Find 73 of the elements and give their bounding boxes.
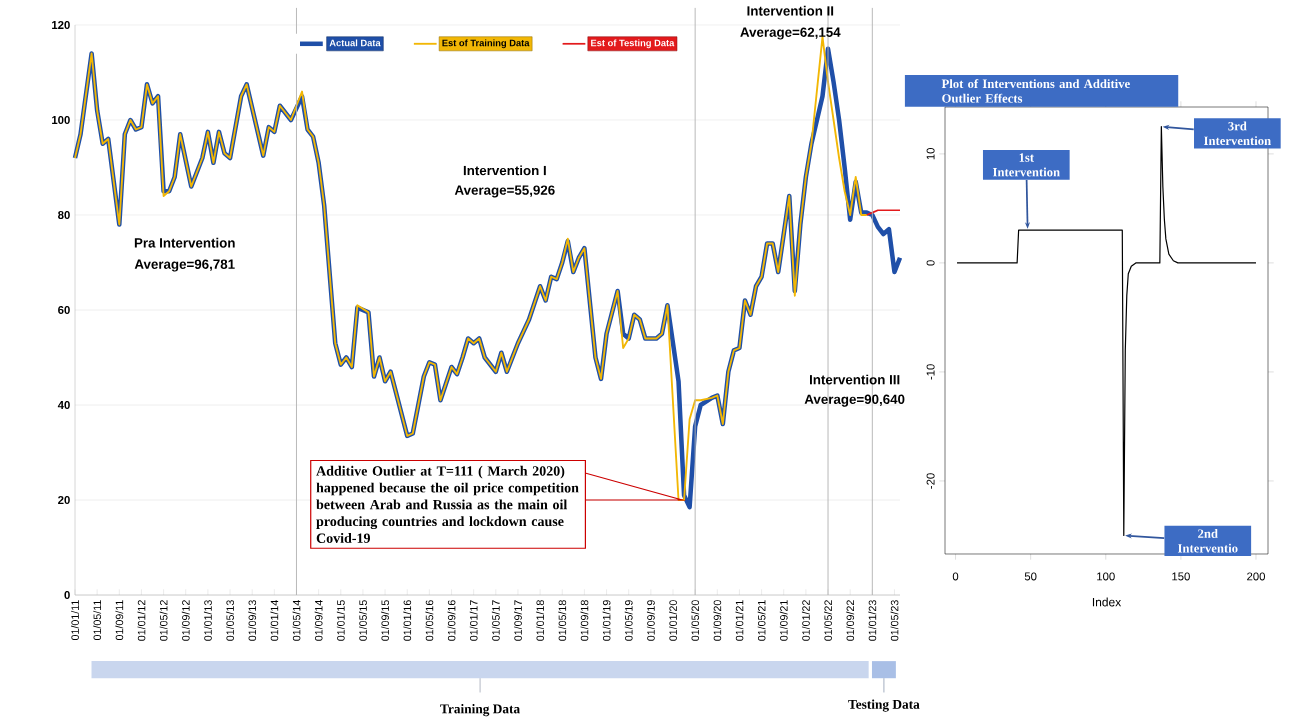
x-tick-label: 01/01/22 xyxy=(801,600,810,641)
x-tick-label: 01/05/14 xyxy=(292,600,301,641)
x-tick-label: 01/01/21 xyxy=(735,600,744,641)
x-tick-label: 01/01/23 xyxy=(868,600,877,641)
x-tick-label: 01/09/20 xyxy=(713,600,722,641)
x-tick-label: 01/09/15 xyxy=(381,600,389,641)
annotation: Average=96,781 xyxy=(134,259,235,272)
x-tick-label: 01/05/21 xyxy=(757,600,766,641)
x-tick-label: 01/05/13 xyxy=(226,600,234,641)
x-tick-label: 01/01/20 xyxy=(669,600,677,641)
x-tick-label: 01/01/16 xyxy=(403,600,412,641)
x-tick-label: 01/01/17 xyxy=(469,600,478,641)
x-tick-label: 01/09/16 xyxy=(447,600,456,641)
legend-label: Actual Data xyxy=(329,39,381,47)
y-tick-label: 0 xyxy=(64,591,70,600)
x-tick-label: 01/05/23 xyxy=(890,600,899,641)
x-tick-label: 01/09/14 xyxy=(314,600,323,641)
x-tick-label: 01/09/11 xyxy=(115,600,124,641)
annotation: Additive Outlier at T=111 ( March 2020) happened because the oil price competition between Arab and Russia as the main oil producing countries and lockdown cause Covid-19 xyxy=(316,465,579,543)
y-tick-label: 60 xyxy=(58,306,70,314)
x-tick-label: 01/05/22 xyxy=(824,600,832,641)
legend-label: Est of Training Data xyxy=(442,39,530,49)
x-tick-label: 50 xyxy=(1024,572,1037,581)
x-tick-label: 0 xyxy=(952,572,959,581)
x-tick-label: 01/05/18 xyxy=(558,600,567,641)
x-tick-label: 01/05/12 xyxy=(159,600,168,641)
text: Training Data xyxy=(440,704,520,717)
x-tick-label: 100 xyxy=(1097,572,1115,581)
y-tick-label: -10 xyxy=(926,364,935,380)
annotation: 2nd Interventio xyxy=(1177,529,1238,553)
x-tick-label: 01/09/22 xyxy=(846,600,855,641)
y-tick-label: 80 xyxy=(58,210,70,219)
x-tick-label: 01/09/19 xyxy=(646,600,655,641)
x-tick-label: 01/05/11 xyxy=(93,600,102,641)
y-tick-label: 10 xyxy=(926,148,935,160)
x-axis-title: Index xyxy=(1092,597,1122,607)
y-tick-label: 0 xyxy=(926,260,935,266)
x-tick-label: 01/01/11 xyxy=(71,600,79,641)
y-tick-label: 100 xyxy=(52,116,70,124)
y-tick-label: -20 xyxy=(926,473,935,489)
x-tick-label: 01/09/17 xyxy=(514,600,522,641)
x-tick-label: 01/09/12 xyxy=(181,600,190,641)
x-tick-label: 150 xyxy=(1172,572,1190,581)
x-tick-label: 01/01/13 xyxy=(203,600,212,641)
annotation: Average=55,926 xyxy=(454,185,555,198)
x-tick-label: 01/01/14 xyxy=(270,600,279,641)
x-tick-label: 01/01/12 xyxy=(137,600,146,641)
chart-title: Plot of Interventions and Additive Outlier Effects xyxy=(941,78,1130,103)
x-tick-label: 01/09/21 xyxy=(779,600,788,641)
x-tick-label: 01/05/17 xyxy=(491,600,500,641)
x-tick-label: 01/09/13 xyxy=(248,600,257,641)
annotation: Average=62,154 xyxy=(740,27,841,40)
y-tick-label: 40 xyxy=(57,401,70,410)
text: Intervention II xyxy=(747,5,834,16)
x-tick-label: 01/01/15 xyxy=(336,600,345,641)
y-tick-label: 120 xyxy=(52,20,70,29)
x-tick-label: 01/05/15 xyxy=(359,600,367,641)
x-tick-label: 01/09/18 xyxy=(580,600,589,641)
x-tick-label: 01/01/18 xyxy=(536,600,545,641)
x-tick-label: 01/01/19 xyxy=(602,600,611,641)
x-tick-label: 200 xyxy=(1247,572,1265,581)
x-tick-label: 01/05/16 xyxy=(425,600,434,641)
text: Testing Data xyxy=(848,699,920,712)
annotation: Average=90,640 xyxy=(804,394,905,407)
annotation: Intervention I xyxy=(463,165,546,176)
annotation: 1st Intervention xyxy=(992,153,1060,177)
annotation: 3rd Intervention xyxy=(1203,121,1271,146)
legend-label: Est of Testing Data xyxy=(591,39,675,49)
annotation: Pra Intervention xyxy=(134,237,235,248)
y-tick-label: 20 xyxy=(58,496,70,505)
x-tick-label: 01/05/20 xyxy=(691,600,700,641)
annotation: Intervention III xyxy=(809,374,900,385)
x-tick-label: 01/05/19 xyxy=(624,600,633,641)
